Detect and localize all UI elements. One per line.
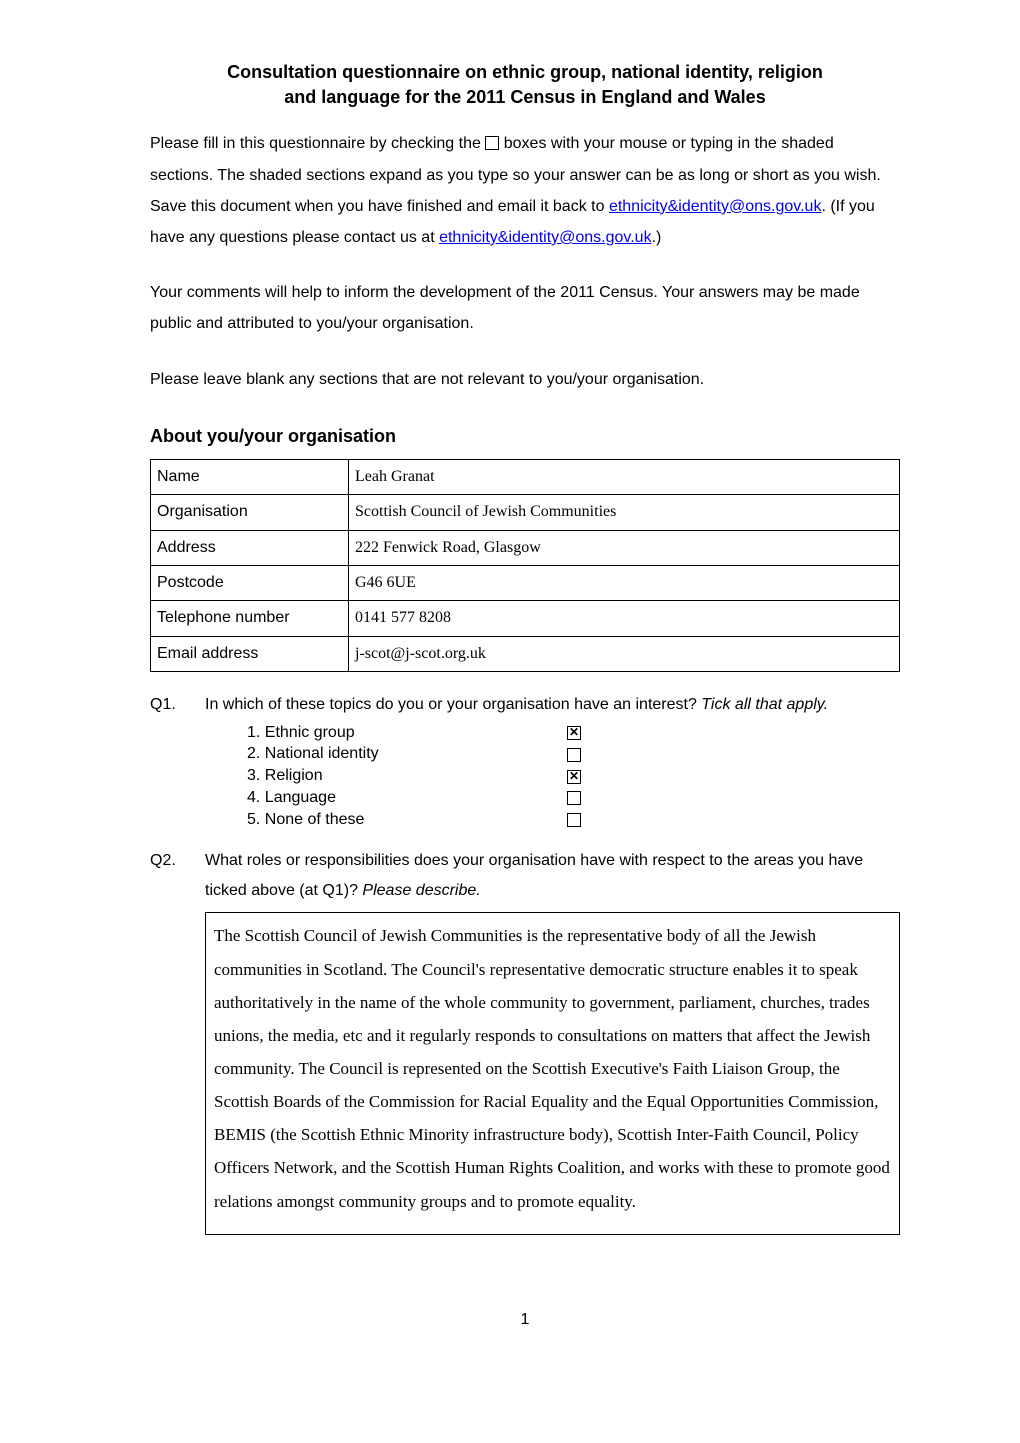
phone-value: 0141 577 8208: [349, 601, 900, 636]
q1-option-5: 5. None of these: [247, 810, 900, 831]
about-table: Name Leah Granat Organisation Scottish C…: [150, 459, 900, 672]
example-checkbox-icon: [485, 136, 499, 150]
question-2: Q2. What roles or responsibilities does …: [150, 846, 900, 1235]
q1-body: In which of these topics do you or your …: [205, 690, 900, 831]
page: Consultation questionnaire on ethnic gro…: [0, 0, 1020, 1375]
q1-option-2: 2. National identity: [247, 744, 900, 765]
name-value: Leah Granat: [349, 459, 900, 494]
table-row: Name Leah Granat: [151, 459, 900, 494]
q1-option-5-checkbox[interactable]: [567, 813, 581, 827]
intro-paragraph-1: Please fill in this questionnaire by che…: [150, 128, 900, 253]
q1-option-1: 1. Ethnic group ✕: [247, 723, 900, 744]
email-link-1[interactable]: ethnicity&identity@ons.gov.uk: [609, 198, 822, 215]
q1-options: 1. Ethnic group ✕ 2. National identity 3…: [247, 723, 900, 831]
postcode-value: G46 6UE: [349, 566, 900, 601]
q1-option-4: 4. Language: [247, 788, 900, 809]
table-row: Address 222 Fenwick Road, Glasgow: [151, 530, 900, 565]
q2-answer-box[interactable]: The Scottish Council of Jewish Communiti…: [205, 912, 900, 1234]
q2-text: What roles or responsibilities does your…: [205, 852, 863, 899]
q1-option-3-label: 3. Religion: [247, 766, 567, 787]
title-line-1: Consultation questionnaire on ethnic gro…: [227, 62, 823, 82]
intro-paragraph-3: Please leave blank any sections that are…: [150, 364, 900, 395]
q1-option-2-label: 2. National identity: [247, 744, 567, 765]
q1-option-1-label: 1. Ethnic group: [247, 723, 567, 744]
question-1: Q1. In which of these topics do you or y…: [150, 690, 900, 831]
q1-option-2-checkbox[interactable]: [567, 748, 581, 762]
q1-number: Q1.: [150, 690, 205, 720]
q2-instruction: Please describe.: [362, 882, 480, 899]
q1-instruction: Tick all that apply.: [701, 696, 828, 713]
page-number: 1: [150, 1305, 900, 1335]
table-row: Email address j-scot@j-scot.org.uk: [151, 636, 900, 671]
q2-body: What roles or responsibilities does your…: [205, 846, 900, 1235]
phone-label: Telephone number: [151, 601, 349, 636]
q1-option-5-label: 5. None of these: [247, 810, 567, 831]
table-row: Organisation Scottish Council of Jewish …: [151, 495, 900, 530]
address-value: 222 Fenwick Road, Glasgow: [349, 530, 900, 565]
table-row: Telephone number 0141 577 8208: [151, 601, 900, 636]
intro-text-d: .): [652, 229, 662, 246]
title-line-2: and language for the 2011 Census in Engl…: [284, 87, 765, 107]
org-label: Organisation: [151, 495, 349, 530]
q1-option-1-checkbox[interactable]: ✕: [567, 726, 581, 740]
email-value: j-scot@j-scot.org.uk: [349, 636, 900, 671]
email-link-2[interactable]: ethnicity&identity@ons.gov.uk: [439, 229, 652, 246]
address-label: Address: [151, 530, 349, 565]
postcode-label: Postcode: [151, 566, 349, 601]
org-value: Scottish Council of Jewish Communities: [349, 495, 900, 530]
q1-option-4-checkbox[interactable]: [567, 791, 581, 805]
name-label: Name: [151, 459, 349, 494]
q1-text: In which of these topics do you or your …: [205, 696, 701, 713]
intro-paragraph-2: Your comments will help to inform the de…: [150, 277, 900, 339]
email-label: Email address: [151, 636, 349, 671]
q2-number: Q2.: [150, 846, 205, 876]
intro-text-a: Please fill in this questionnaire by che…: [150, 135, 485, 152]
q1-option-3-checkbox[interactable]: ✕: [567, 770, 581, 784]
about-heading: About you/your organisation: [150, 419, 900, 453]
page-title: Consultation questionnaire on ethnic gro…: [150, 60, 900, 110]
table-row: Postcode G46 6UE: [151, 566, 900, 601]
q1-option-3: 3. Religion ✕: [247, 766, 900, 787]
q1-option-4-label: 4. Language: [247, 788, 567, 809]
